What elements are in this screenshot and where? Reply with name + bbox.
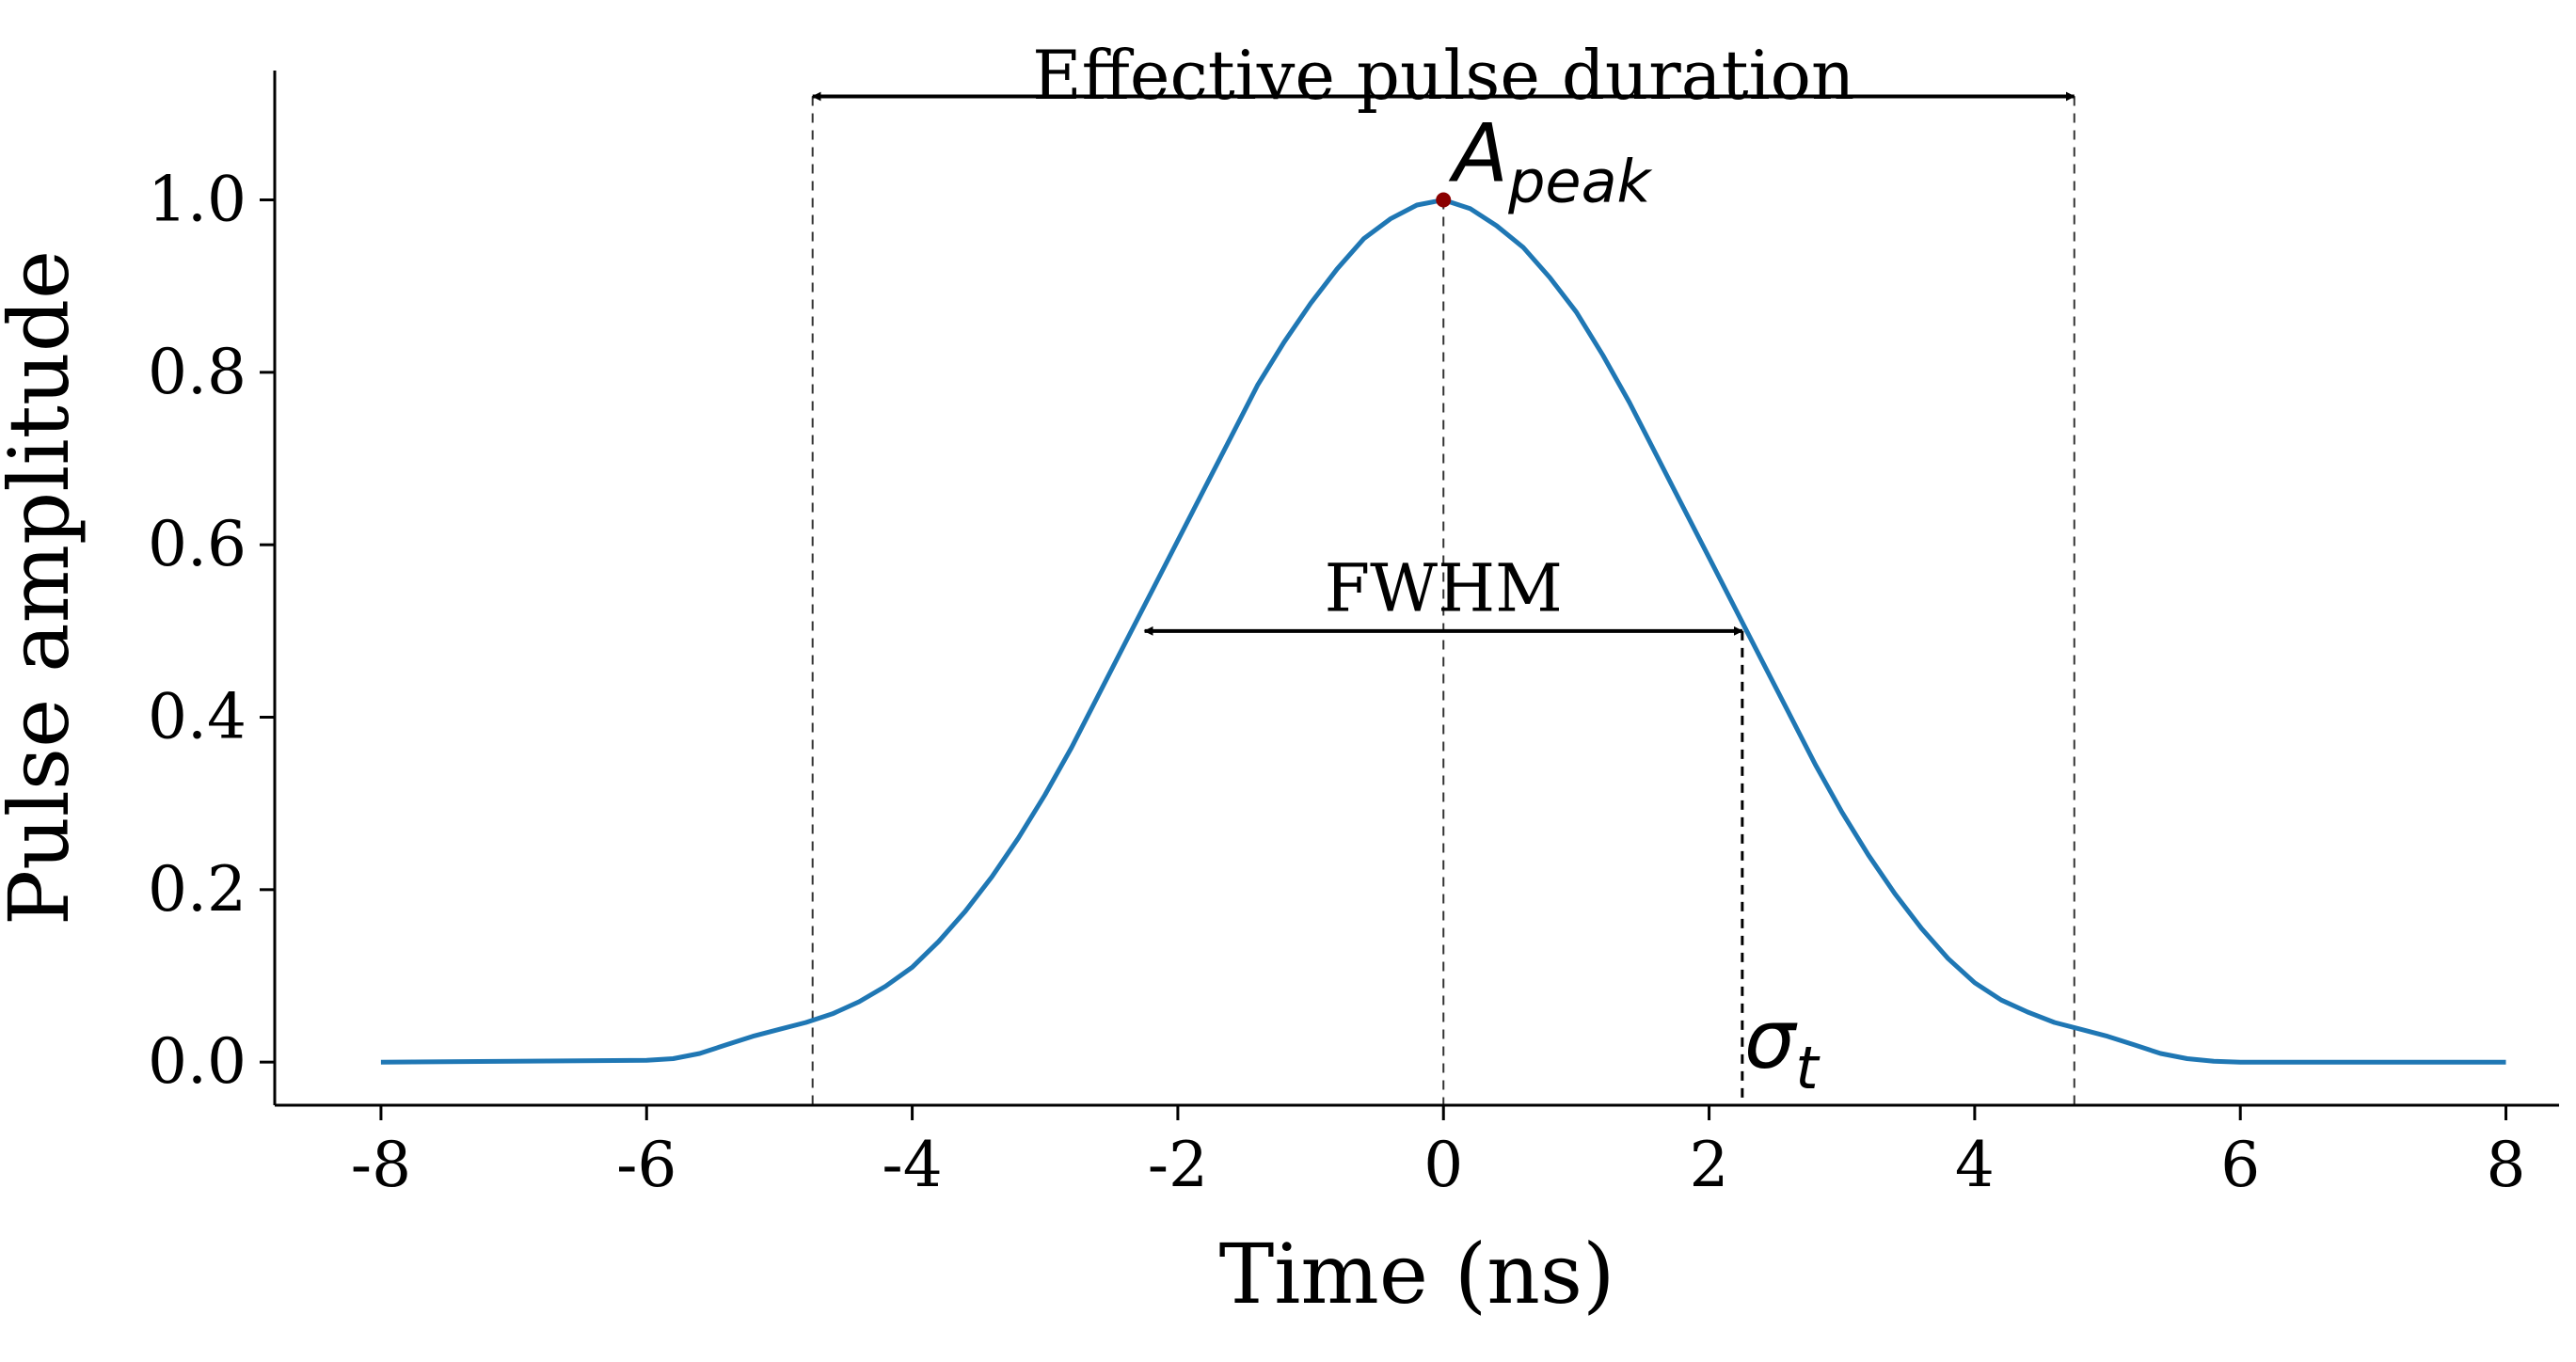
y-tick-label: 1.0	[148, 164, 246, 236]
x-tick-label: 6	[2220, 1129, 2260, 1201]
x-tick-label: -6	[616, 1129, 676, 1201]
y-tick-label: 0.4	[148, 681, 246, 753]
peak-label: Apeak	[1448, 107, 1652, 216]
x-tick-label: 0	[1423, 1129, 1463, 1201]
x-tick-label: -2	[1148, 1129, 1208, 1201]
y-tick-label: 0.2	[148, 853, 246, 926]
x-tick-label: 4	[1955, 1129, 1995, 1201]
x-tick-label: 2	[1690, 1129, 1729, 1201]
peak-marker	[1436, 192, 1452, 208]
y-tick-label: 0.6	[148, 508, 246, 580]
y-tick-label: 0.8	[148, 336, 246, 408]
effective-duration-label: Effective pulse duration	[1032, 36, 1854, 115]
fwhm-label: FWHM	[1325, 549, 1563, 626]
x-tick-label: -4	[882, 1129, 942, 1201]
x-ticks: -8 -6 -4 -2 0 2 4 6 8	[351, 1105, 2526, 1201]
x-tick-label: -8	[351, 1129, 411, 1201]
y-ticks: 0.0 0.2 0.4 0.6 0.8 1.0	[148, 164, 275, 1098]
x-tick-label: 8	[2487, 1129, 2526, 1201]
y-tick-label: 0.0	[148, 1025, 246, 1098]
y-axis-label: Pulse amplitude	[0, 250, 87, 926]
sigma-label: σt	[1744, 993, 1821, 1102]
x-axis-label: Time (ns)	[1219, 1226, 1615, 1322]
